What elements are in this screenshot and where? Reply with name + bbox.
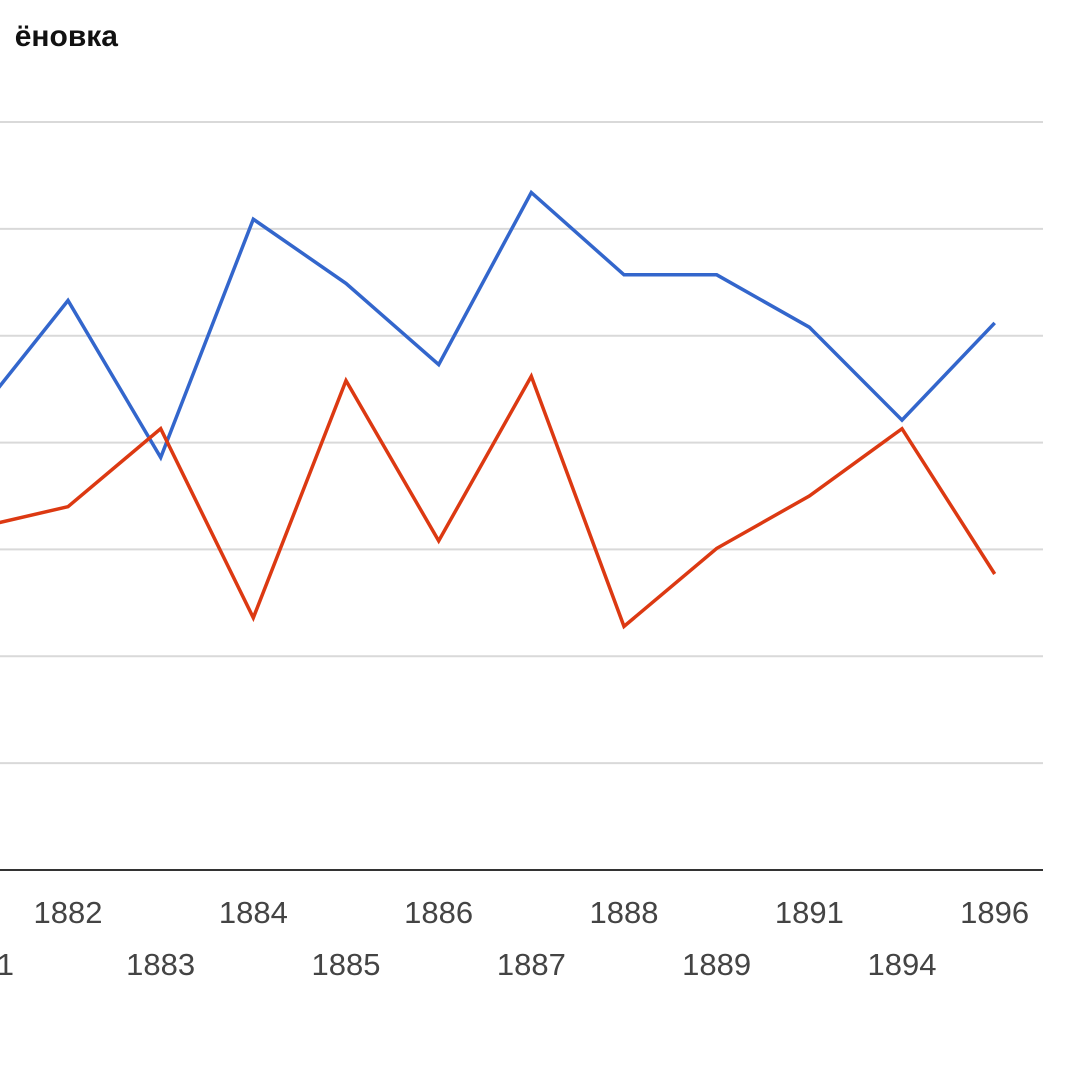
- x-tick-label: 1887: [497, 947, 566, 982]
- x-tick-label: 1891: [775, 895, 844, 930]
- x-tick-label: 1883: [126, 947, 195, 982]
- x-tick-label: 1886: [404, 895, 473, 930]
- x-tick-label: 1884: [219, 895, 288, 930]
- chart-title: ёновка: [15, 20, 119, 53]
- x-tick-label: 1885: [312, 947, 381, 982]
- x-tick-label: 1896: [960, 895, 1029, 930]
- x-tick-label: 1888: [590, 895, 659, 930]
- x-tick-label: 1889: [682, 947, 751, 982]
- series-line: [0, 189, 996, 462]
- series-line: [0, 372, 997, 630]
- x-tick-label: 1: [0, 947, 14, 982]
- x-tick-label: 1882: [34, 895, 103, 930]
- x-tick-label: 1894: [868, 947, 937, 982]
